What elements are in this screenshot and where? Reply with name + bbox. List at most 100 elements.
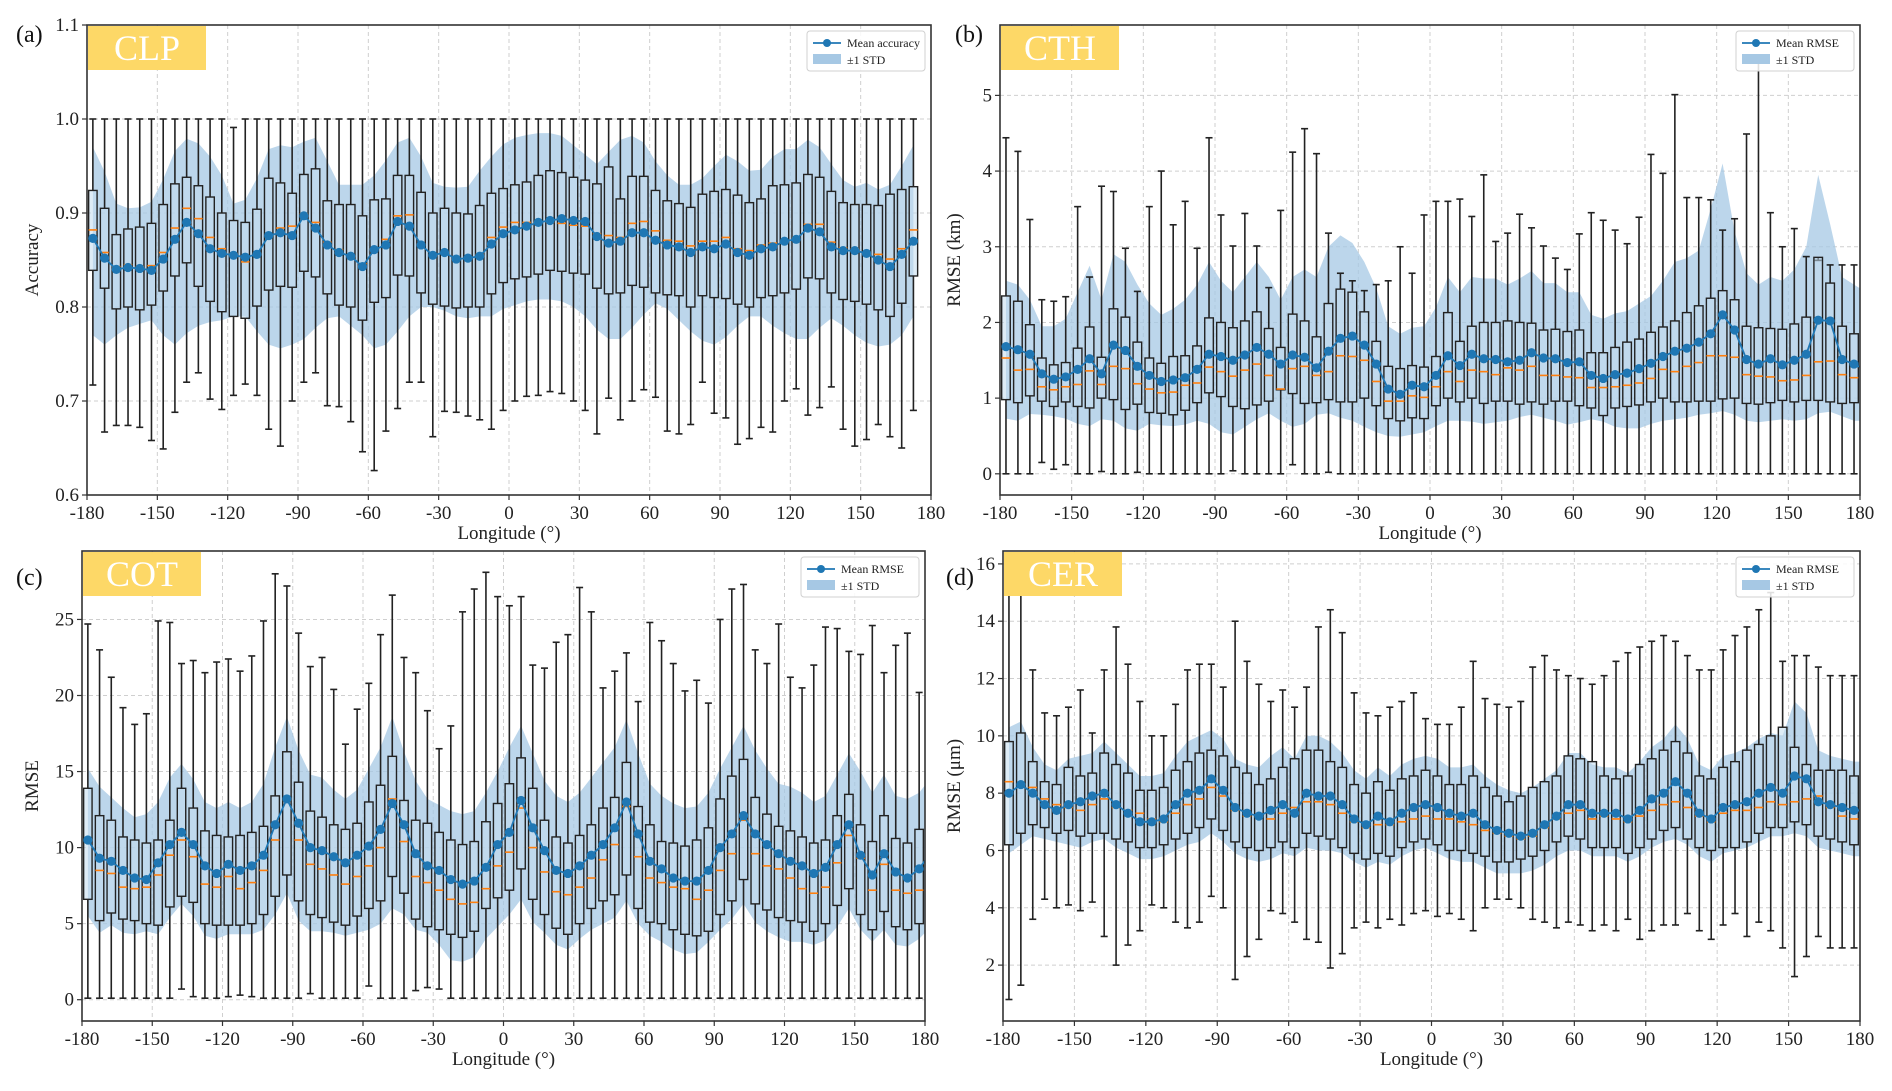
mean-point: [744, 250, 754, 260]
mean-point: [176, 827, 187, 837]
box-c-23: [352, 708, 363, 999]
mean-point: [1492, 825, 1502, 836]
box-a-5: [146, 118, 157, 442]
legend-mean-marker-icon: [817, 565, 825, 573]
mean-point: [469, 876, 479, 886]
box-c-3: [118, 706, 128, 999]
panel-letter: (d): [946, 565, 974, 591]
mean-point: [1001, 342, 1011, 352]
mean-point: [299, 211, 309, 221]
y-tick-label: 1.1: [55, 15, 79, 36]
box-b-9: [1108, 190, 1119, 475]
box-iqr: [305, 810, 316, 916]
mean-point: [774, 849, 784, 859]
box-a-7: [169, 118, 180, 414]
mean-point: [1741, 354, 1752, 365]
box-iqr: [228, 219, 239, 318]
mean-point: [1813, 797, 1823, 807]
mean-point: [1670, 346, 1680, 356]
mean-point: [1550, 354, 1561, 364]
box-b-72: [1862, 265, 1871, 474]
mean-point: [1647, 794, 1657, 804]
mean-point: [1301, 788, 1312, 798]
box-d-39: [1468, 660, 1479, 932]
box-d-59: [1706, 669, 1717, 941]
box-b-7: [1084, 276, 1095, 475]
panel-b: -180 -150 -120 -90 -60 -30 0 30 60 90 120 150 180 0 1 2…: [944, 22, 1874, 544]
box-c-6: [153, 620, 164, 999]
mean-point: [1611, 808, 1621, 818]
box-c-55: [726, 588, 737, 999]
x-tick-label: -60: [1274, 503, 1299, 524]
box-iqr: [1072, 347, 1083, 408]
mean-point: [715, 843, 725, 853]
box-c-28: [410, 671, 421, 992]
box-iqr: [680, 845, 690, 936]
mean-point: [604, 238, 614, 248]
box-d-48: [1575, 677, 1586, 926]
mean-point: [463, 253, 473, 263]
box-iqr: [1335, 288, 1346, 403]
mean-point: [1120, 345, 1131, 356]
legend-mean-marker-icon: [1752, 565, 1760, 573]
variable-badge: [88, 26, 206, 70]
box-c-13: [235, 670, 245, 996]
mean-point: [1456, 811, 1466, 821]
mean-point: [575, 861, 585, 871]
x-tick-label: 0: [499, 1029, 509, 1050]
mean-point: [165, 839, 175, 850]
box-iqr: [1526, 322, 1537, 403]
box-a-6: [158, 118, 169, 450]
box-c-69: [890, 644, 901, 999]
y-tick-label: 2: [983, 312, 993, 333]
box-b-53: [1634, 216, 1645, 475]
y-tick-label: 5: [65, 914, 75, 935]
mean-point: [240, 252, 250, 262]
mean-point: [1444, 808, 1454, 818]
box-c-32: [457, 611, 468, 999]
mean-point: [750, 829, 760, 839]
box-c-52: [691, 679, 702, 999]
box-a-33: [474, 118, 485, 421]
box-b-48: [1574, 233, 1585, 475]
x-tick-label: -90: [1205, 1029, 1230, 1050]
mean-point: [1192, 364, 1202, 374]
x-tick-label: -30: [426, 503, 451, 524]
box-c-33: [469, 588, 480, 999]
box-iqr: [118, 836, 128, 920]
mean-point: [416, 240, 426, 250]
mean-point: [791, 234, 801, 244]
box-a-69: [896, 118, 907, 449]
box-iqr: [445, 839, 456, 936]
box-b-1: [1012, 150, 1023, 475]
y-tick-label: 0: [983, 464, 993, 485]
box-iqr: [176, 787, 187, 897]
mean-point: [1837, 802, 1847, 813]
mean-point: [902, 873, 913, 883]
box-a-56: [744, 118, 755, 440]
mean-point: [193, 229, 203, 239]
box-b-50: [1598, 219, 1609, 475]
mean-point: [1682, 788, 1693, 798]
mean-point: [926, 848, 935, 857]
box-d-25: [1301, 686, 1312, 941]
box-d-67: [1801, 654, 1812, 958]
mean-point: [329, 852, 339, 862]
box-c-1: [94, 649, 105, 999]
mean-point: [1551, 811, 1562, 821]
mean-point: [1659, 788, 1669, 798]
mean-point: [762, 839, 772, 850]
mean-point: [533, 217, 543, 227]
mean-point: [1766, 782, 1776, 793]
box-d-61: [1730, 634, 1741, 915]
mean-point: [1528, 828, 1538, 838]
box-iqr: [439, 207, 450, 307]
box-iqr: [773, 825, 784, 919]
box-iqr: [287, 192, 298, 288]
box-iqr: [1048, 364, 1059, 408]
box-d-10: [1122, 663, 1133, 946]
box-d-8: [1099, 669, 1110, 938]
box-iqr: [598, 807, 608, 902]
mean-point: [334, 247, 344, 258]
box-iqr: [1575, 758, 1586, 840]
